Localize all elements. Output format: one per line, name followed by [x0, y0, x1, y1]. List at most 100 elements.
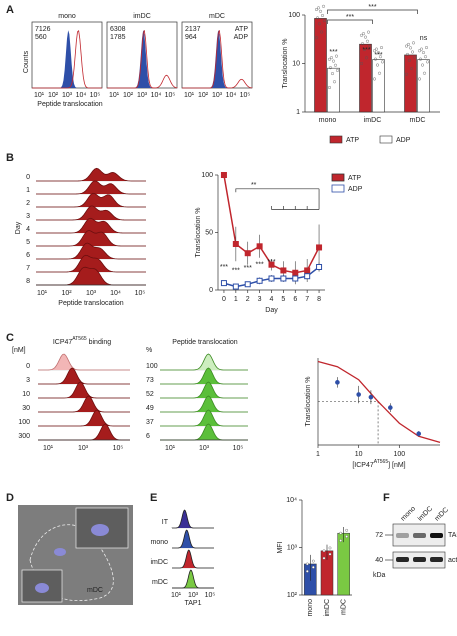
point [335, 380, 340, 385]
row-label: 49 [146, 405, 154, 412]
dot [311, 565, 315, 569]
row-label: 30 [22, 405, 30, 412]
legend-label: ADP [348, 186, 363, 193]
label: kDa [373, 572, 386, 579]
dot [424, 55, 428, 59]
label: mono [58, 13, 76, 20]
annotation: *** [256, 262, 264, 269]
annotation: *** [362, 47, 370, 54]
dot [360, 62, 364, 66]
row-label: 73 [146, 377, 154, 384]
row-label: 2 [26, 200, 30, 207]
dot [328, 552, 332, 556]
dot [319, 9, 323, 13]
label-part: binding [87, 339, 112, 346]
row-label: 3 [26, 377, 30, 384]
histogram [107, 30, 177, 88]
histogram [172, 549, 214, 569]
dot [413, 55, 417, 59]
histogram [36, 167, 146, 182]
x-tick-label: 1 [234, 296, 238, 303]
point [232, 283, 239, 290]
y-tick-label: 1 [296, 109, 300, 116]
histogram [38, 353, 130, 371]
dot [366, 39, 370, 43]
dot [381, 60, 385, 64]
point [304, 267, 311, 274]
annotation: *** [244, 265, 252, 272]
dot [412, 41, 416, 45]
annotation: *** [232, 267, 240, 274]
x-tick-label: 3 [258, 296, 262, 303]
histogram [36, 180, 146, 195]
label: Translocation % [195, 208, 202, 258]
bar [404, 54, 417, 113]
annotation: *** [346, 14, 354, 21]
label: ATP [235, 26, 248, 33]
label: 10⁵ [240, 92, 251, 99]
dot [419, 57, 423, 61]
label: Peptide translocation [37, 101, 102, 108]
dot [330, 56, 334, 60]
label: Translocation % [305, 377, 312, 427]
point [292, 269, 299, 276]
panel-letter: B [6, 152, 14, 164]
dot [311, 559, 315, 563]
y-tick-label: 0 [209, 287, 213, 294]
dot [409, 46, 413, 50]
label: 10² [61, 290, 72, 297]
label: ICP47AT565 binding [53, 336, 111, 346]
legend-swatch [329, 135, 343, 144]
dot [418, 49, 422, 53]
dot [332, 59, 336, 63]
row-label: 52 [146, 391, 154, 398]
annotation: *** [374, 52, 382, 59]
histogram [36, 205, 146, 221]
histogram [36, 192, 146, 208]
bracket [327, 9, 418, 14]
point [304, 273, 311, 280]
label: % [146, 347, 152, 354]
label: Counts [23, 50, 30, 73]
annotation: *** [329, 49, 337, 56]
label: 964 [185, 34, 197, 41]
legend-swatch [379, 135, 393, 144]
label: [ICP47AT565] [nM] [352, 459, 405, 469]
label: Day [265, 307, 278, 314]
y-tick-label: 100 [201, 172, 213, 179]
row-label: 0 [26, 174, 30, 181]
y-tick-label: 10² [287, 592, 298, 599]
dot [321, 13, 325, 17]
dot [317, 6, 321, 10]
label: 10³ [62, 92, 73, 99]
dot [323, 19, 327, 23]
annotation: *** [368, 4, 376, 11]
row-label: 10 [22, 391, 30, 398]
dot [364, 35, 368, 39]
point [220, 172, 227, 178]
dot [374, 57, 378, 61]
dot [316, 16, 320, 20]
label: 10² [48, 92, 59, 99]
label: mDC [87, 587, 103, 594]
label: 10¹ [34, 92, 45, 99]
histogram [172, 509, 214, 529]
x-tick-label: 10 [355, 451, 363, 458]
histogram [36, 230, 146, 247]
row-label: IT [162, 519, 169, 526]
row-label: 3 [26, 213, 30, 220]
histogram [160, 353, 248, 371]
point [244, 250, 251, 257]
panel-letter: A [6, 4, 14, 16]
dot [329, 66, 333, 70]
dot [367, 30, 371, 34]
point [368, 394, 374, 400]
histogram [107, 30, 178, 89]
dot [331, 72, 335, 76]
legend-label: ATP [348, 175, 361, 182]
point [388, 405, 393, 410]
bar [359, 43, 372, 113]
histogram [32, 30, 102, 89]
histogram [36, 242, 146, 260]
dot [315, 8, 319, 12]
